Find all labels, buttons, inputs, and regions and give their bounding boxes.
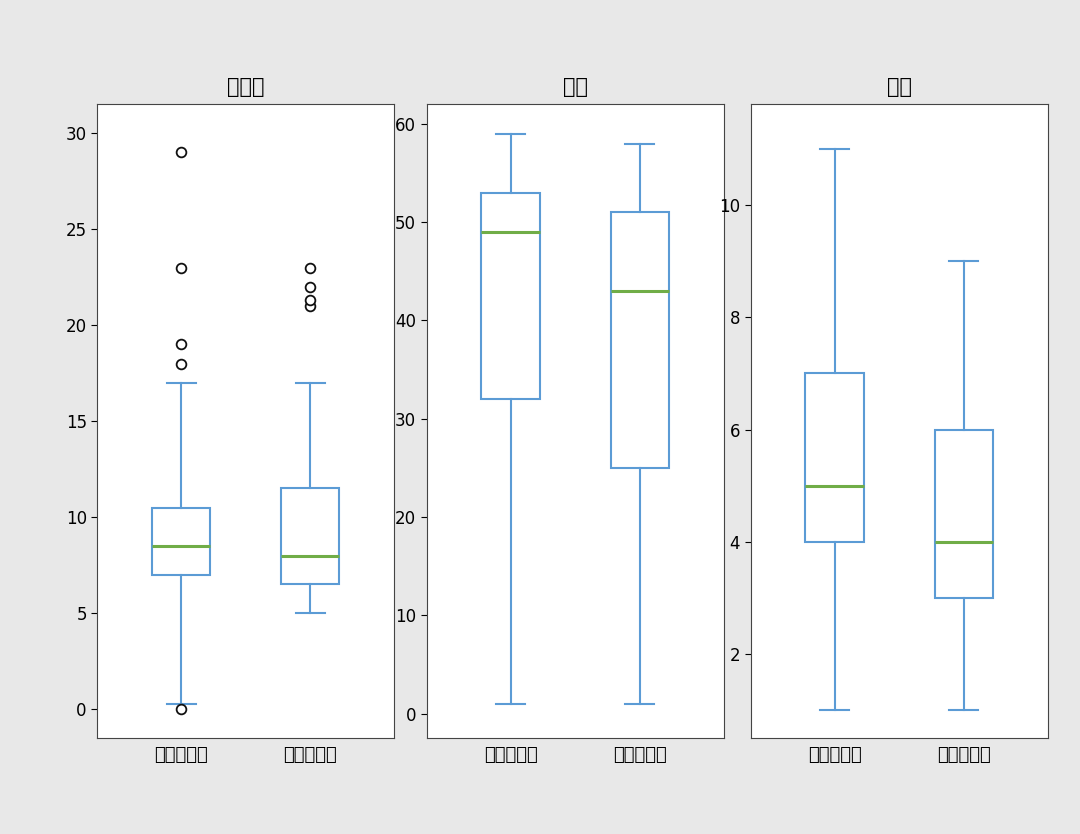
- Title: 平均值: 平均值: [227, 77, 265, 97]
- PathPatch shape: [934, 430, 993, 598]
- PathPatch shape: [152, 508, 211, 575]
- PathPatch shape: [610, 213, 669, 468]
- Title: 时间: 时间: [563, 77, 588, 97]
- PathPatch shape: [281, 489, 339, 585]
- Title: 次数: 次数: [887, 77, 912, 97]
- PathPatch shape: [482, 193, 540, 399]
- PathPatch shape: [806, 374, 864, 542]
